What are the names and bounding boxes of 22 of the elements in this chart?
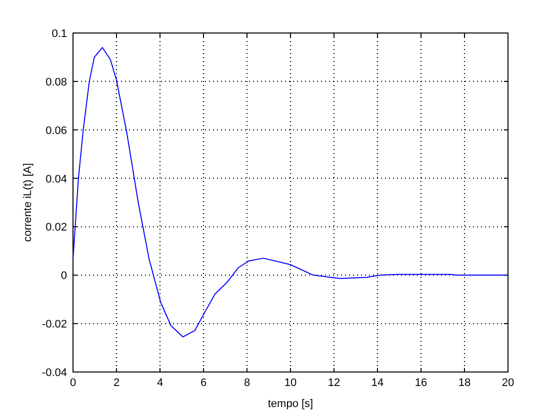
x-tick-label: 6: [200, 377, 207, 389]
y-tick-label: 0.08: [46, 76, 67, 88]
y-tick-label: 0.04: [46, 173, 67, 186]
x-tick-label: 8: [244, 377, 250, 389]
y-axis-title: corrente iL(t) [A]: [22, 163, 34, 242]
line-series: [72, 47, 508, 338]
x-tick-label: 16: [414, 377, 428, 389]
y-tick-label: 0.1: [52, 28, 67, 40]
y-tick-label: -0.04: [42, 367, 67, 379]
x-axis-title: tempo [s]: [268, 398, 314, 410]
x-tick-label: 10: [284, 377, 297, 389]
y-tick-label: 0.06: [46, 124, 67, 137]
x-tick-label: 20: [502, 377, 514, 389]
x-tick-label: 4: [156, 377, 164, 389]
x-tick-label: 18: [458, 377, 471, 389]
x-tick-label: 0: [70, 377, 76, 389]
x-tick-label: 2: [113, 377, 120, 389]
x-tick-label: 14: [371, 377, 384, 389]
y-tick-label: 0.02: [46, 222, 67, 234]
x-tick-label: 12: [328, 377, 340, 389]
y-tick-label: 0: [60, 270, 67, 282]
y-tick-label: -0.02: [42, 318, 67, 331]
